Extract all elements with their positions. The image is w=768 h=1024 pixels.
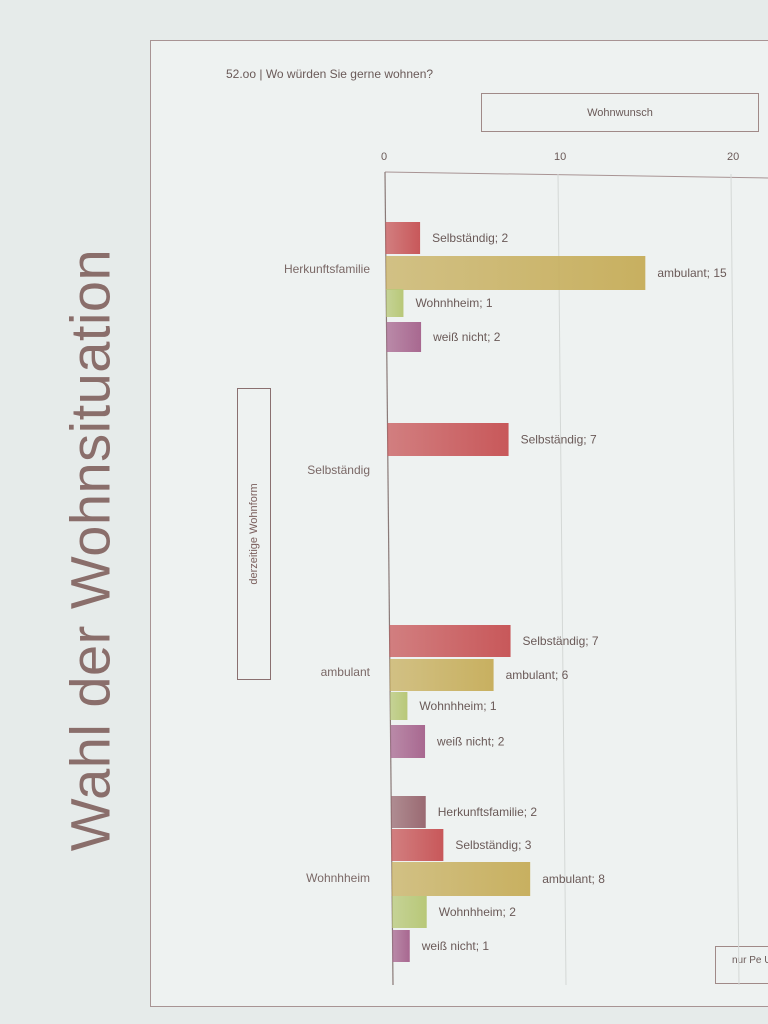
- bar: [385, 222, 421, 254]
- x-tick-label: 10: [554, 151, 566, 163]
- x-tick-label: 20: [727, 151, 739, 163]
- gridline: [730, 173, 740, 986]
- data-label: Herkunftsfamilie; 2: [438, 805, 538, 819]
- y-axis-label-box: derzeitige Wohnform: [237, 388, 271, 680]
- data-label: ambulant; 6: [506, 668, 569, 682]
- data-label: Wohnhheim; 1: [419, 699, 496, 713]
- data-label: weiß nicht; 2: [432, 330, 501, 344]
- gridline: [557, 173, 567, 986]
- bar: [389, 659, 494, 691]
- bar: [389, 625, 511, 657]
- bar: [391, 829, 444, 861]
- bar: [385, 256, 646, 290]
- data-label: Selbständig; 2: [432, 231, 508, 245]
- x-tick-label: 0: [381, 151, 387, 163]
- bar: [392, 930, 410, 962]
- bar: [390, 692, 408, 720]
- plot-top-border: [384, 171, 768, 179]
- category-label: Wohnhheim: [306, 871, 370, 885]
- category-label: ambulant: [321, 665, 371, 679]
- chart-frame: 52.oo | Wo würden Sie gerne wohnen? Wohn…: [150, 40, 768, 1007]
- chart-title: 52.oo | Wo würden Sie gerne wohnen?: [226, 67, 434, 81]
- data-label: Selbständig; 7: [523, 634, 599, 648]
- data-label: Wohnhheim; 2: [439, 905, 516, 919]
- category-label: Selbständig: [307, 463, 370, 477]
- data-label: weiß nicht; 2: [436, 735, 505, 749]
- bar: [390, 725, 426, 758]
- data-label: ambulant; 8: [542, 872, 605, 886]
- bar: [387, 423, 509, 456]
- note-box: nur Pe Umzug: [715, 946, 768, 984]
- data-label: Wohnhheim; 1: [415, 296, 492, 310]
- data-label: ambulant; 15: [657, 266, 727, 280]
- bar: [386, 322, 422, 352]
- legend-title-box: Wohnwunsch: [481, 93, 759, 132]
- bar: [391, 862, 531, 896]
- note-text: nur Pe Umzug: [732, 955, 768, 966]
- bar: [392, 896, 427, 928]
- bar: [386, 289, 404, 317]
- legend-title: Wohnwunsch: [587, 106, 653, 119]
- data-label: weiß nicht; 1: [421, 939, 490, 953]
- category-label: Herkunftsfamilie: [284, 262, 370, 276]
- data-label: Selbständig; 3: [455, 838, 531, 852]
- data-label: Selbständig; 7: [521, 433, 597, 447]
- bar: [391, 796, 426, 828]
